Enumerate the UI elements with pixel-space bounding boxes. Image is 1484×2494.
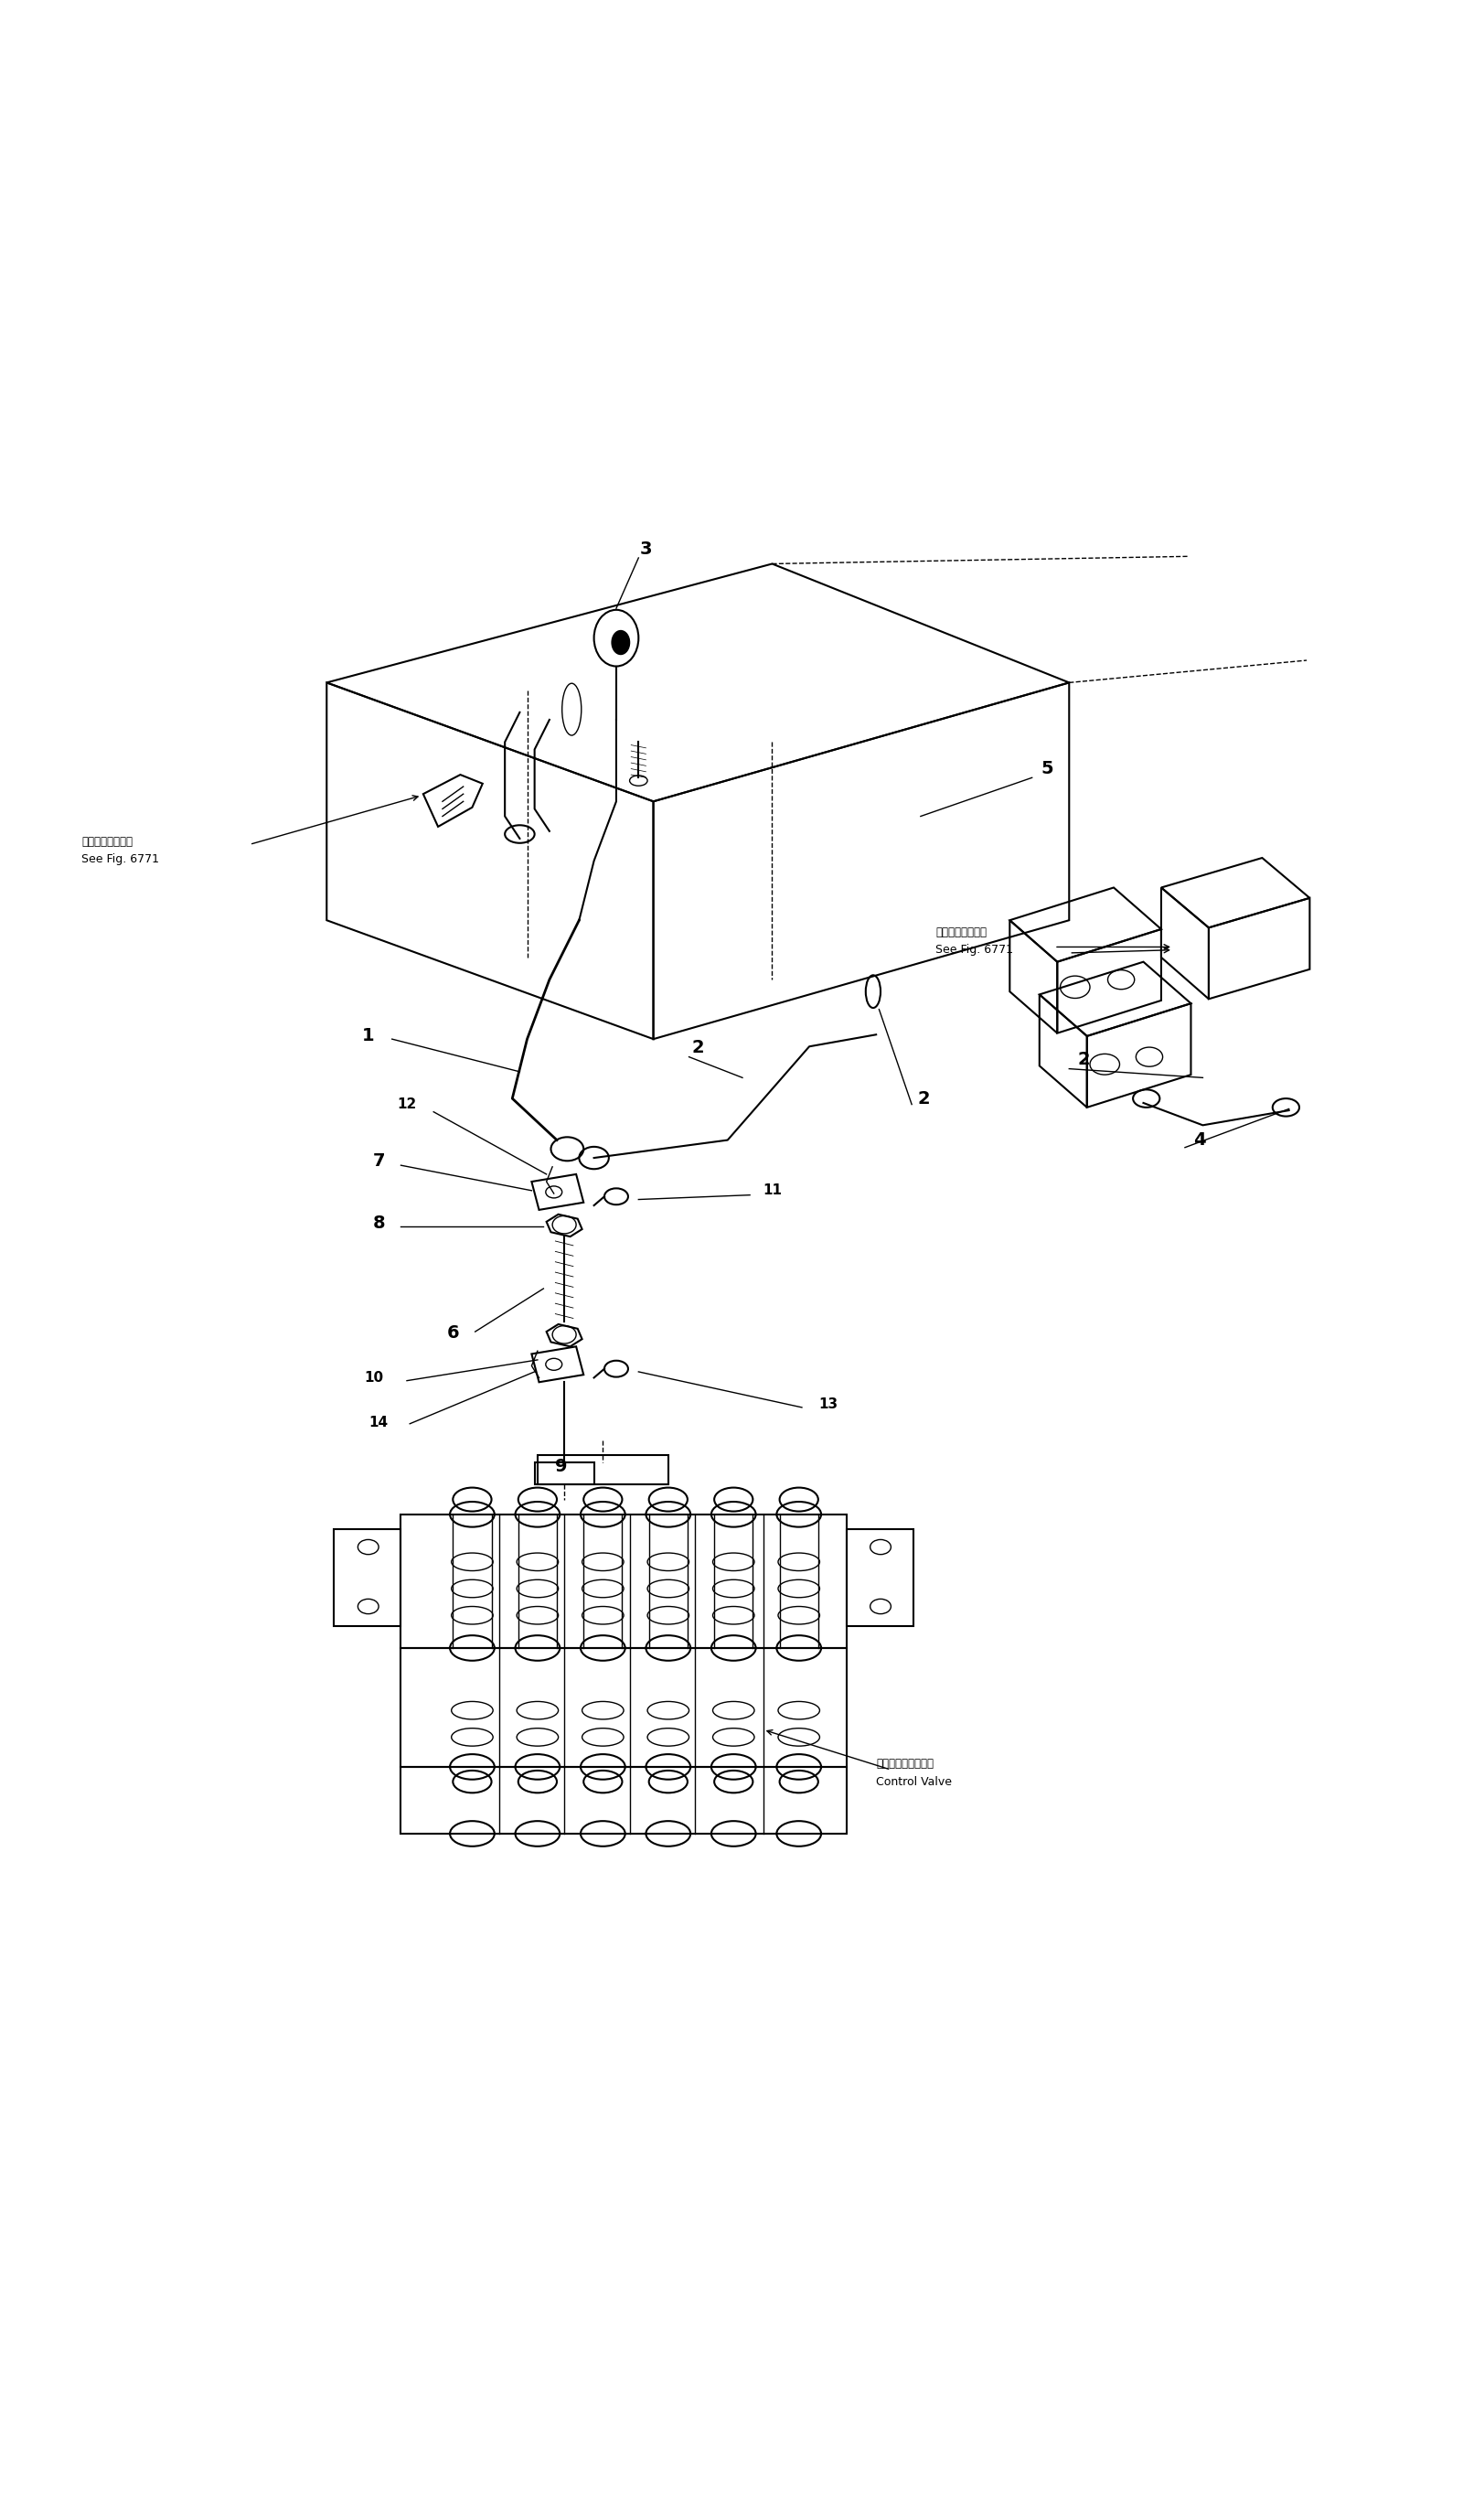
Text: 2: 2 — [1077, 1050, 1089, 1067]
Text: 3: 3 — [640, 541, 651, 559]
Text: 14: 14 — [368, 1417, 389, 1429]
Text: Control Valve: Control Valve — [876, 1776, 951, 1788]
Text: コントロールバルブ: コントロールバルブ — [876, 1758, 933, 1771]
Text: 第６７７１図参照: 第６７７１図参照 — [935, 925, 985, 938]
Bar — [334, 1529, 401, 1626]
Text: 4: 4 — [1193, 1132, 1205, 1150]
Text: 2: 2 — [917, 1090, 929, 1107]
Text: See Fig. 6771: See Fig. 6771 — [935, 945, 1012, 955]
Text: 12: 12 — [396, 1097, 417, 1112]
Text: 1: 1 — [362, 1028, 374, 1045]
Text: 2: 2 — [692, 1040, 703, 1057]
Text: 9: 9 — [555, 1459, 567, 1476]
Text: 13: 13 — [818, 1397, 838, 1412]
Text: 6: 6 — [447, 1324, 459, 1342]
Text: 5: 5 — [1040, 761, 1052, 778]
Text: 10: 10 — [364, 1372, 384, 1384]
Text: 11: 11 — [763, 1185, 781, 1197]
Bar — [846, 1529, 913, 1626]
Text: 8: 8 — [372, 1215, 384, 1232]
Text: 第６７７１図参照: 第６７７１図参照 — [82, 835, 132, 848]
Ellipse shape — [611, 631, 629, 653]
Text: See Fig. 6771: See Fig. 6771 — [82, 853, 159, 865]
Text: 7: 7 — [372, 1152, 384, 1170]
